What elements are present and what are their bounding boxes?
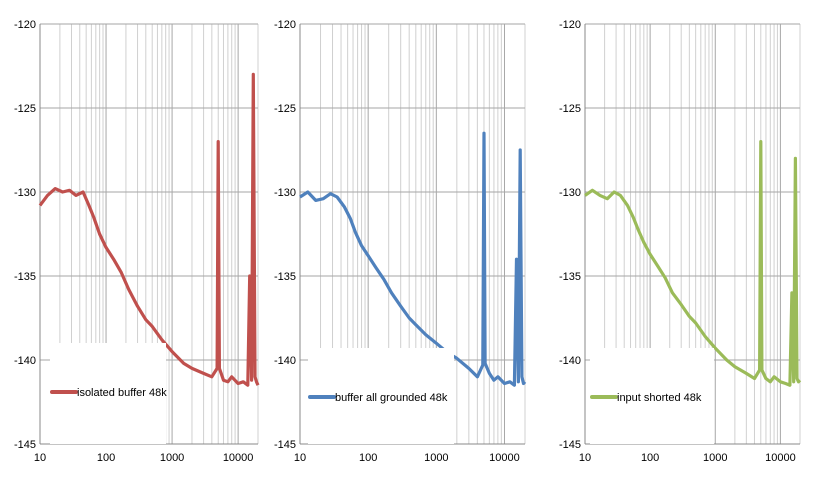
x-tick-label: 10 [294, 452, 306, 464]
y-tick-label: -125 [274, 103, 296, 115]
y-tick-label: -135 [559, 271, 581, 283]
y-tick-label: -130 [559, 187, 581, 199]
y-tick-label: -135 [14, 271, 36, 283]
y-tick-label: -145 [274, 439, 296, 451]
y-tick-label: -140 [274, 355, 296, 367]
y-tick-label: -130 [14, 187, 36, 199]
y-tick-label: -120 [14, 19, 36, 31]
y-tick-label: -140 [14, 355, 36, 367]
x-tick-label: 1000 [424, 452, 448, 464]
x-tick-label: 10 [579, 452, 591, 464]
y-tick-label: -145 [14, 439, 36, 451]
y-tick-label: -135 [274, 271, 296, 283]
x-tick-label: 1000 [160, 452, 184, 464]
x-tick-label: 10 [34, 452, 46, 464]
x-tick-label: 100 [359, 452, 377, 464]
y-tick-label: -145 [559, 439, 581, 451]
y-tick-label: -125 [559, 103, 581, 115]
x-tick-label: 10000 [765, 452, 796, 464]
legend-label: isolated buffer 48k [77, 387, 167, 399]
x-tick-label: 100 [97, 452, 115, 464]
x-tick-label: 10000 [223, 452, 254, 464]
legend-label: input shorted 48k [617, 392, 702, 404]
x-tick-label: 100 [641, 452, 659, 464]
y-tick-label: -120 [274, 19, 296, 31]
x-tick-label: 1000 [703, 452, 727, 464]
series-line [584, 140, 802, 387]
y-tick-label: -125 [14, 103, 36, 115]
legend-label: buffer all grounded 48k [335, 392, 448, 404]
series-line [38, 72, 260, 387]
y-tick-label: -120 [559, 19, 581, 31]
x-tick-label: 10000 [489, 452, 520, 464]
y-tick-label: -140 [559, 355, 581, 367]
y-tick-label: -130 [274, 187, 296, 199]
